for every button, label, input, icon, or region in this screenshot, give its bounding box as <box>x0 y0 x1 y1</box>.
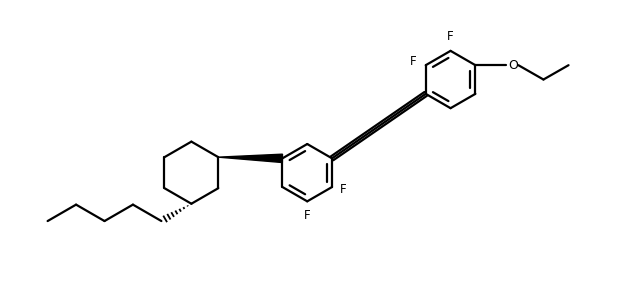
Text: O: O <box>508 59 518 72</box>
Text: F: F <box>340 183 347 196</box>
Text: F: F <box>304 209 311 222</box>
Polygon shape <box>218 154 282 163</box>
Text: F: F <box>410 54 416 68</box>
Text: F: F <box>447 30 454 43</box>
